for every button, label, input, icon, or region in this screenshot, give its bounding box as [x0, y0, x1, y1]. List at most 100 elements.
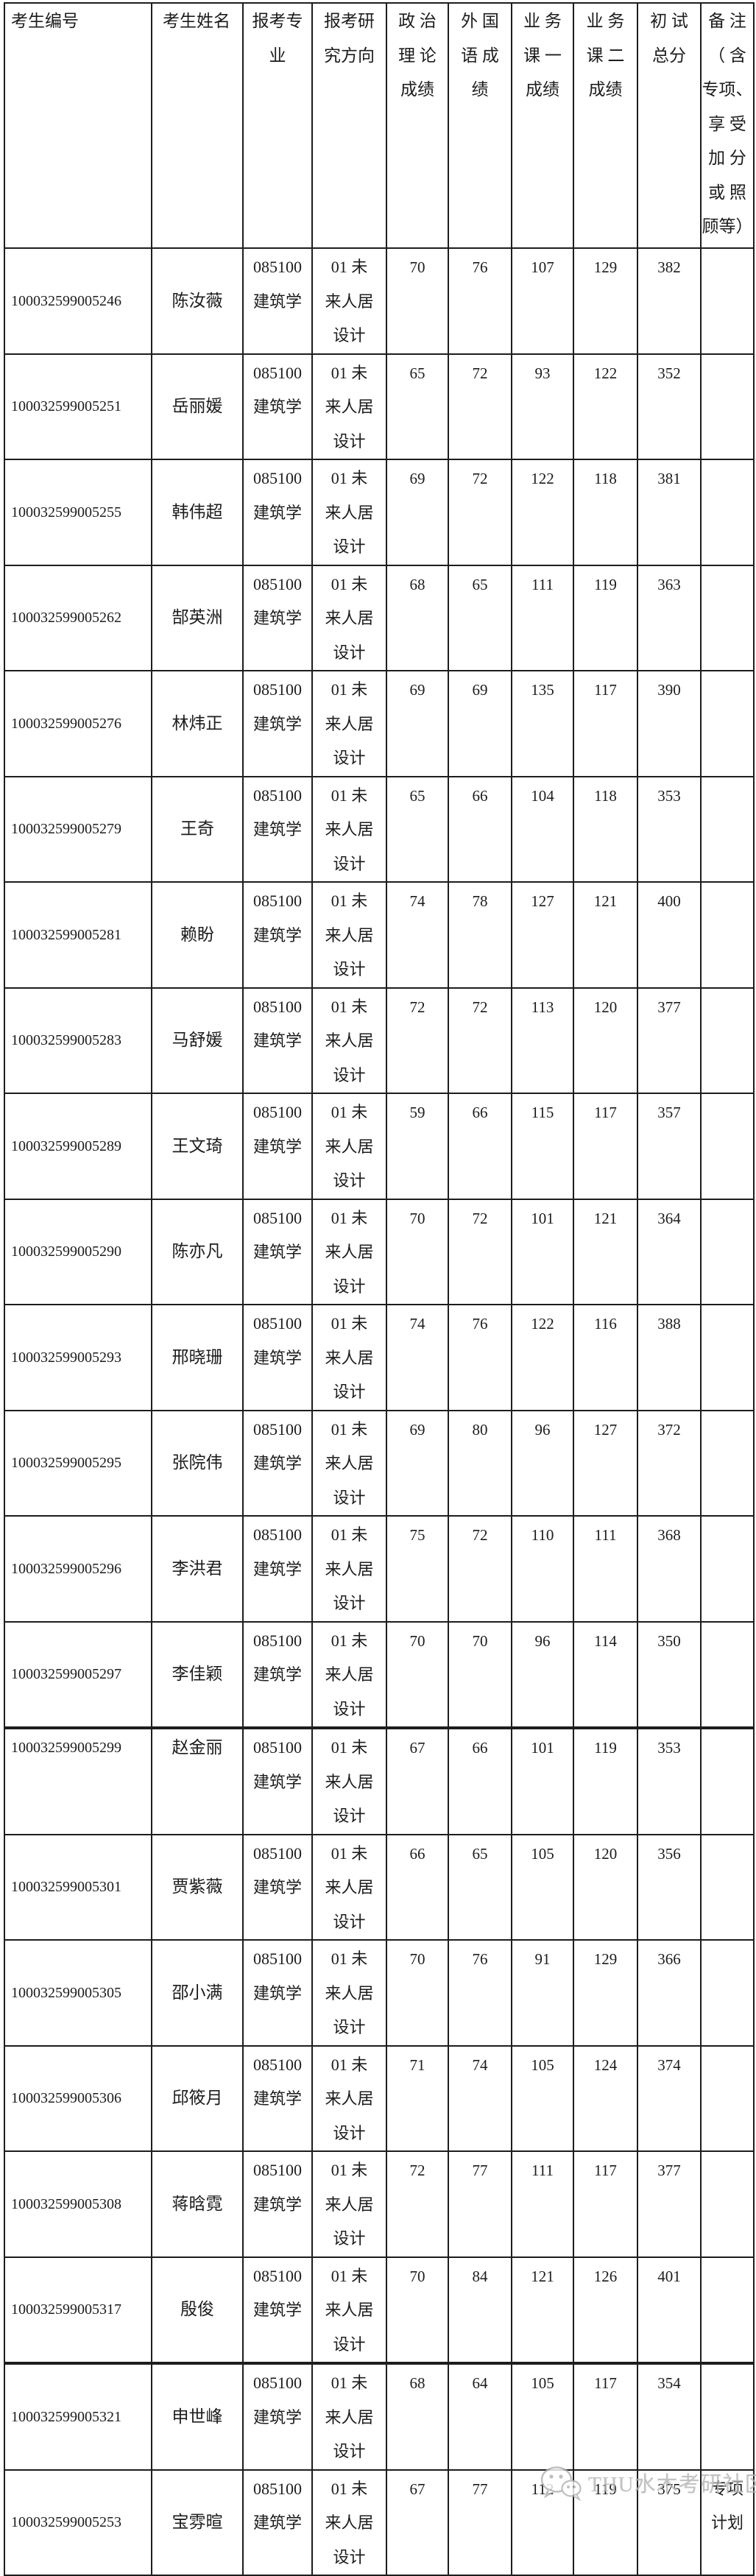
cell-total-score: 353 — [637, 775, 702, 883]
cell-remark — [700, 247, 755, 355]
cell-politics-score: 74 — [386, 881, 449, 989]
cell-remark — [700, 1939, 755, 2047]
cell-candidate-name: 郜英洲 — [151, 564, 244, 671]
cell-candidate-name: 李洪君 — [151, 1515, 244, 1623]
cell-candidate-name: 李佳颖 — [151, 1620, 244, 1729]
cell-candidate-id: 100032599005281 — [4, 881, 152, 989]
cell-candidate-id: 100032599005308 — [4, 2150, 152, 2258]
cell-course1-score: 105 — [511, 2362, 574, 2471]
cell-remark — [700, 987, 755, 1094]
cell-direction: 01 未 来人居 设计 — [311, 1726, 387, 1835]
cell-candidate-name: 蒋晗霓 — [151, 2150, 244, 2258]
cell-course1-score: 105 — [511, 1833, 574, 1941]
cell-direction: 01 未 来人居 设计 — [311, 353, 387, 460]
col-header-course-2: 业 务 课 二 成绩 — [573, 2, 638, 249]
cell-course1-score: 107 — [511, 247, 574, 355]
cell-major: 085100 建筑学 — [242, 1093, 313, 1200]
cell-course1-score: 93 — [511, 353, 574, 460]
cell-course1-score: 101 — [511, 1198, 574, 1305]
cell-direction: 01 未 来人居 设计 — [311, 2044, 387, 2152]
table-row: 100032599005296 李洪君 085100 建筑学 01 未 来人居 … — [4, 1515, 755, 1623]
cell-total-score: 382 — [637, 247, 702, 355]
cell-course1-score: 105 — [511, 2044, 574, 2152]
cell-course2-score: 111 — [573, 1515, 638, 1623]
cell-candidate-name: 宝雰暄 — [151, 2469, 244, 2576]
table-row: 100032599005293 邢晓珊 085100 建筑学 01 未 来人居 … — [4, 1304, 755, 1411]
col-header-foreign-lang: 外 国 语 成 绩 — [448, 2, 512, 249]
col-header-candidate-id: 考生编号 — [4, 2, 152, 249]
cell-foreign-score: 76 — [448, 1939, 512, 2047]
header-row: 考生编号 考生姓名 报考专 业 报考研 究方向 政 治 理 论 成绩 外 国 语… — [4, 2, 755, 249]
cell-major: 085100 建筑学 — [242, 775, 313, 883]
cell-remark — [700, 1515, 755, 1623]
cell-major: 085100 建筑学 — [242, 459, 313, 566]
cell-foreign-score: 77 — [448, 2469, 512, 2576]
col-header-major: 报考专 业 — [242, 2, 313, 249]
cell-major: 085100 建筑学 — [242, 2150, 313, 2258]
cell-candidate-id: 100032599005290 — [4, 1198, 152, 1305]
cell-total-score: 353 — [637, 1726, 702, 1835]
col-header-candidate-name: 考生姓名 — [151, 2, 244, 249]
cell-candidate-id: 100032599005295 — [4, 1409, 152, 1517]
cell-course2-score: 117 — [573, 670, 638, 777]
cell-candidate-id: 100032599005296 — [4, 1515, 152, 1623]
cell-total-score: 364 — [637, 1198, 702, 1305]
table-row: 100032599005301 贾紫薇 085100 建筑学 01 未 来人居 … — [4, 1833, 755, 1941]
cell-major: 085100 建筑学 — [242, 987, 313, 1094]
cell-foreign-score: 72 — [448, 1198, 512, 1305]
cell-foreign-score: 66 — [448, 775, 512, 883]
cell-total-score: 352 — [637, 353, 702, 460]
cell-politics-score: 68 — [386, 564, 449, 671]
cell-candidate-name: 王奇 — [151, 775, 244, 883]
cell-course1-score: 122 — [511, 1304, 574, 1411]
cell-candidate-id: 100032599005276 — [4, 670, 152, 777]
cell-course1-score: 121 — [511, 2256, 574, 2364]
cell-foreign-score: 84 — [448, 2256, 512, 2364]
table-row: 100032599005306 邱筱月 085100 建筑学 01 未 来人居 … — [4, 2044, 755, 2152]
cell-candidate-id: 100032599005293 — [4, 1304, 152, 1411]
cell-foreign-score: 65 — [448, 1833, 512, 1941]
cell-remark — [700, 881, 755, 989]
cell-course1-score: 110 — [511, 1515, 574, 1623]
cell-politics-score: 67 — [386, 1726, 449, 1835]
cell-major: 085100 建筑学 — [242, 2256, 313, 2364]
cell-total-score: 390 — [637, 670, 702, 777]
cell-foreign-score: 69 — [448, 670, 512, 777]
cell-candidate-name: 韩伟超 — [151, 459, 244, 566]
cell-total-score: 363 — [637, 564, 702, 671]
table-row: 100032599005308 蒋晗霓 085100 建筑学 01 未 来人居 … — [4, 2150, 755, 2258]
col-header-total-score: 初 试 总分 — [637, 2, 702, 249]
cell-major: 085100 建筑学 — [242, 1304, 313, 1411]
cell-course2-score: 118 — [573, 459, 638, 566]
cell-politics-score: 70 — [386, 1620, 449, 1729]
cell-politics-score: 71 — [386, 2044, 449, 2152]
cell-foreign-score: 80 — [448, 1409, 512, 1517]
cell-politics-score: 66 — [386, 1833, 449, 1941]
cell-remark — [700, 2256, 755, 2364]
cell-total-score: 366 — [637, 1939, 702, 2047]
cell-direction: 01 未 来人居 设计 — [311, 459, 387, 566]
cell-total-score: 374 — [637, 2044, 702, 2152]
cell-total-score: 381 — [637, 459, 702, 566]
cell-politics-score: 69 — [386, 1409, 449, 1517]
cell-candidate-name: 岳丽媛 — [151, 353, 244, 460]
cell-direction: 01 未 来人居 设计 — [311, 670, 387, 777]
cell-direction: 01 未 来人居 设计 — [311, 1198, 387, 1305]
cell-course1-score: 127 — [511, 881, 574, 989]
cell-foreign-score: 72 — [448, 459, 512, 566]
cell-total-score: 400 — [637, 881, 702, 989]
cell-total-score: 377 — [637, 987, 702, 1094]
wechat-icon — [540, 2464, 582, 2506]
cell-candidate-id: 100032599005301 — [4, 1833, 152, 1941]
cell-remark — [700, 1198, 755, 1305]
cell-direction: 01 未 来人居 设计 — [311, 1939, 387, 2047]
cell-foreign-score: 66 — [448, 1726, 512, 1835]
cell-candidate-name: 林炜正 — [151, 670, 244, 777]
cell-remark — [700, 1620, 755, 1729]
cell-course2-score: 117 — [573, 2362, 638, 2471]
cell-candidate-id: 100032599005306 — [4, 2044, 152, 2152]
cell-candidate-id: 100032599005246 — [4, 247, 152, 355]
cell-remark — [700, 1726, 755, 1835]
cell-candidate-name: 陈汝薇 — [151, 247, 244, 355]
cell-major: 085100 建筑学 — [242, 670, 313, 777]
